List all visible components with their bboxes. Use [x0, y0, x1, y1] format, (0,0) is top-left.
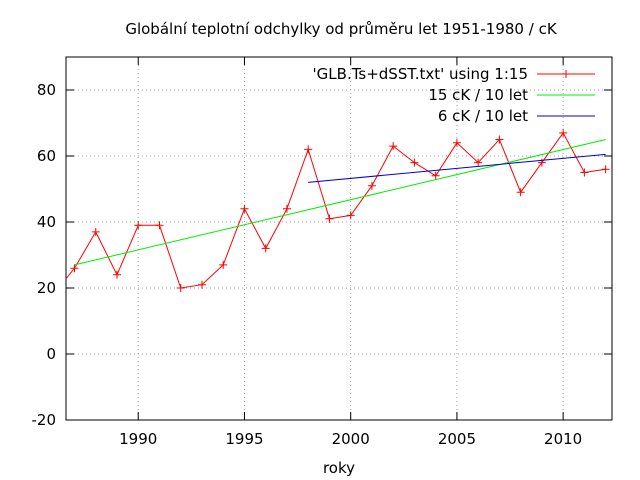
legend-label: 'GLB.Ts+dSST.txt' using 1:15 — [313, 65, 528, 83]
data-point-marker — [325, 214, 334, 223]
series-group — [66, 128, 610, 292]
data-point-marker — [176, 284, 185, 292]
legend: 'GLB.Ts+dSST.txt' using 1:15 15 cK / 10 l… — [313, 65, 595, 125]
data-point-marker — [219, 260, 228, 269]
data-point-marker — [346, 211, 355, 220]
grid — [66, 57, 612, 420]
y-tick-label: 0 — [46, 345, 56, 363]
data-point-marker — [410, 158, 419, 167]
data-point-marker — [516, 188, 525, 197]
data-point-marker — [197, 280, 206, 289]
y-tick-label: 80 — [37, 81, 56, 99]
chart-title: Globální teplotní odchylky od průměru le… — [125, 20, 557, 38]
data-point-marker — [134, 221, 143, 230]
data-point-marker — [431, 171, 440, 180]
data-point-marker — [389, 142, 398, 151]
series-line-1 — [66, 131, 606, 289]
data-point-marker — [70, 264, 79, 273]
x-axis-label: roky — [323, 459, 355, 477]
data-point-marker — [155, 221, 164, 230]
x-tick-label: 2000 — [332, 430, 370, 448]
data-point-marker — [240, 204, 249, 213]
data-point-marker — [495, 135, 504, 144]
y-tick-label: 20 — [37, 279, 56, 297]
data-point-marker — [601, 165, 610, 174]
data-point-marker — [91, 227, 100, 236]
data-point-marker — [304, 145, 313, 154]
x-tick-label: 2005 — [438, 430, 476, 448]
y-tick-label: 40 — [37, 213, 56, 231]
legend-label: 6 cK / 10 let — [438, 107, 528, 125]
data-point-marker — [112, 270, 121, 279]
data-point-marker — [261, 244, 270, 253]
data-point-marker — [367, 181, 376, 190]
x-tick-label: 2010 — [544, 430, 582, 448]
legend-label: 15 cK / 10 let — [428, 86, 528, 104]
data-point-marker — [580, 168, 589, 177]
data-point-marker — [474, 158, 483, 167]
data-point-marker — [452, 138, 461, 147]
data-point-marker — [559, 128, 568, 137]
axes: -20 0 20 40 60 80 1990 1995 2000 2005 2010 — [32, 57, 612, 448]
series-line-3 — [308, 153, 606, 183]
y-tick-label: -20 — [32, 411, 57, 429]
plot-frame — [65, 56, 613, 421]
y-tick-label: 60 — [37, 147, 56, 165]
data-point-marker — [282, 204, 291, 213]
series-line-2 — [74, 139, 606, 266]
x-tick-label: 1995 — [225, 430, 263, 448]
x-tick-label: 1990 — [119, 430, 157, 448]
legend-marker — [562, 70, 570, 78]
